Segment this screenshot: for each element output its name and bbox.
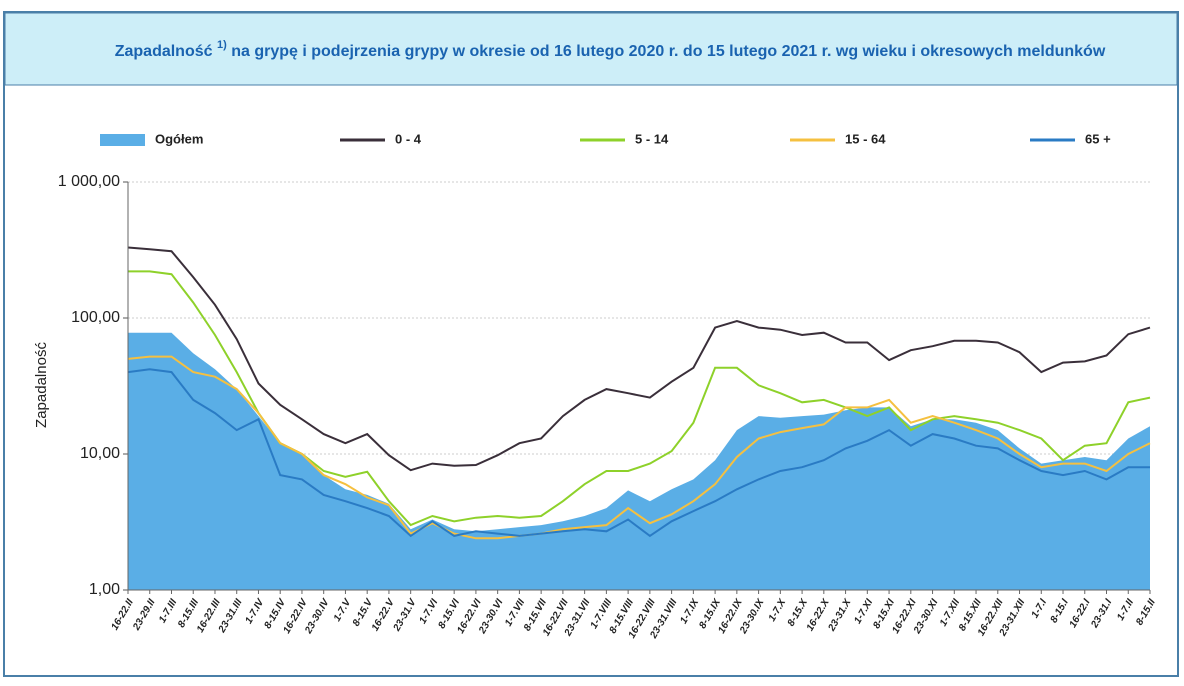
line	[127, 355, 1151, 540]
y-tick-label: 100,00	[71, 309, 120, 326]
legend-label: 0 - 4	[395, 131, 422, 146]
legend-swatch	[100, 134, 145, 146]
y-tick-label: 10,00	[80, 445, 120, 462]
legend-label: Ogółem	[155, 131, 203, 146]
y-tick-label: 1,00	[89, 581, 120, 598]
title-footnote: 1)	[217, 39, 227, 51]
y-axis-label: Zapadalność	[33, 342, 50, 428]
area	[128, 332, 1150, 590]
chart-title: Zapadalność 1) na grypę i podejrzenia gr…	[115, 36, 1106, 60]
title-bar	[4, 12, 1178, 86]
line	[127, 368, 1150, 538]
legend-label: 15 - 64	[845, 131, 886, 146]
legend-label: 5 - 14	[635, 131, 669, 146]
legend-label: 65 +	[1085, 131, 1111, 146]
line	[127, 246, 1151, 472]
title-text: na grypę i podejrzenia grypy w okresie o…	[231, 43, 1106, 60]
title-text: Zapadalność	[115, 43, 213, 60]
y-tick-label: 1 000,00	[58, 173, 120, 190]
